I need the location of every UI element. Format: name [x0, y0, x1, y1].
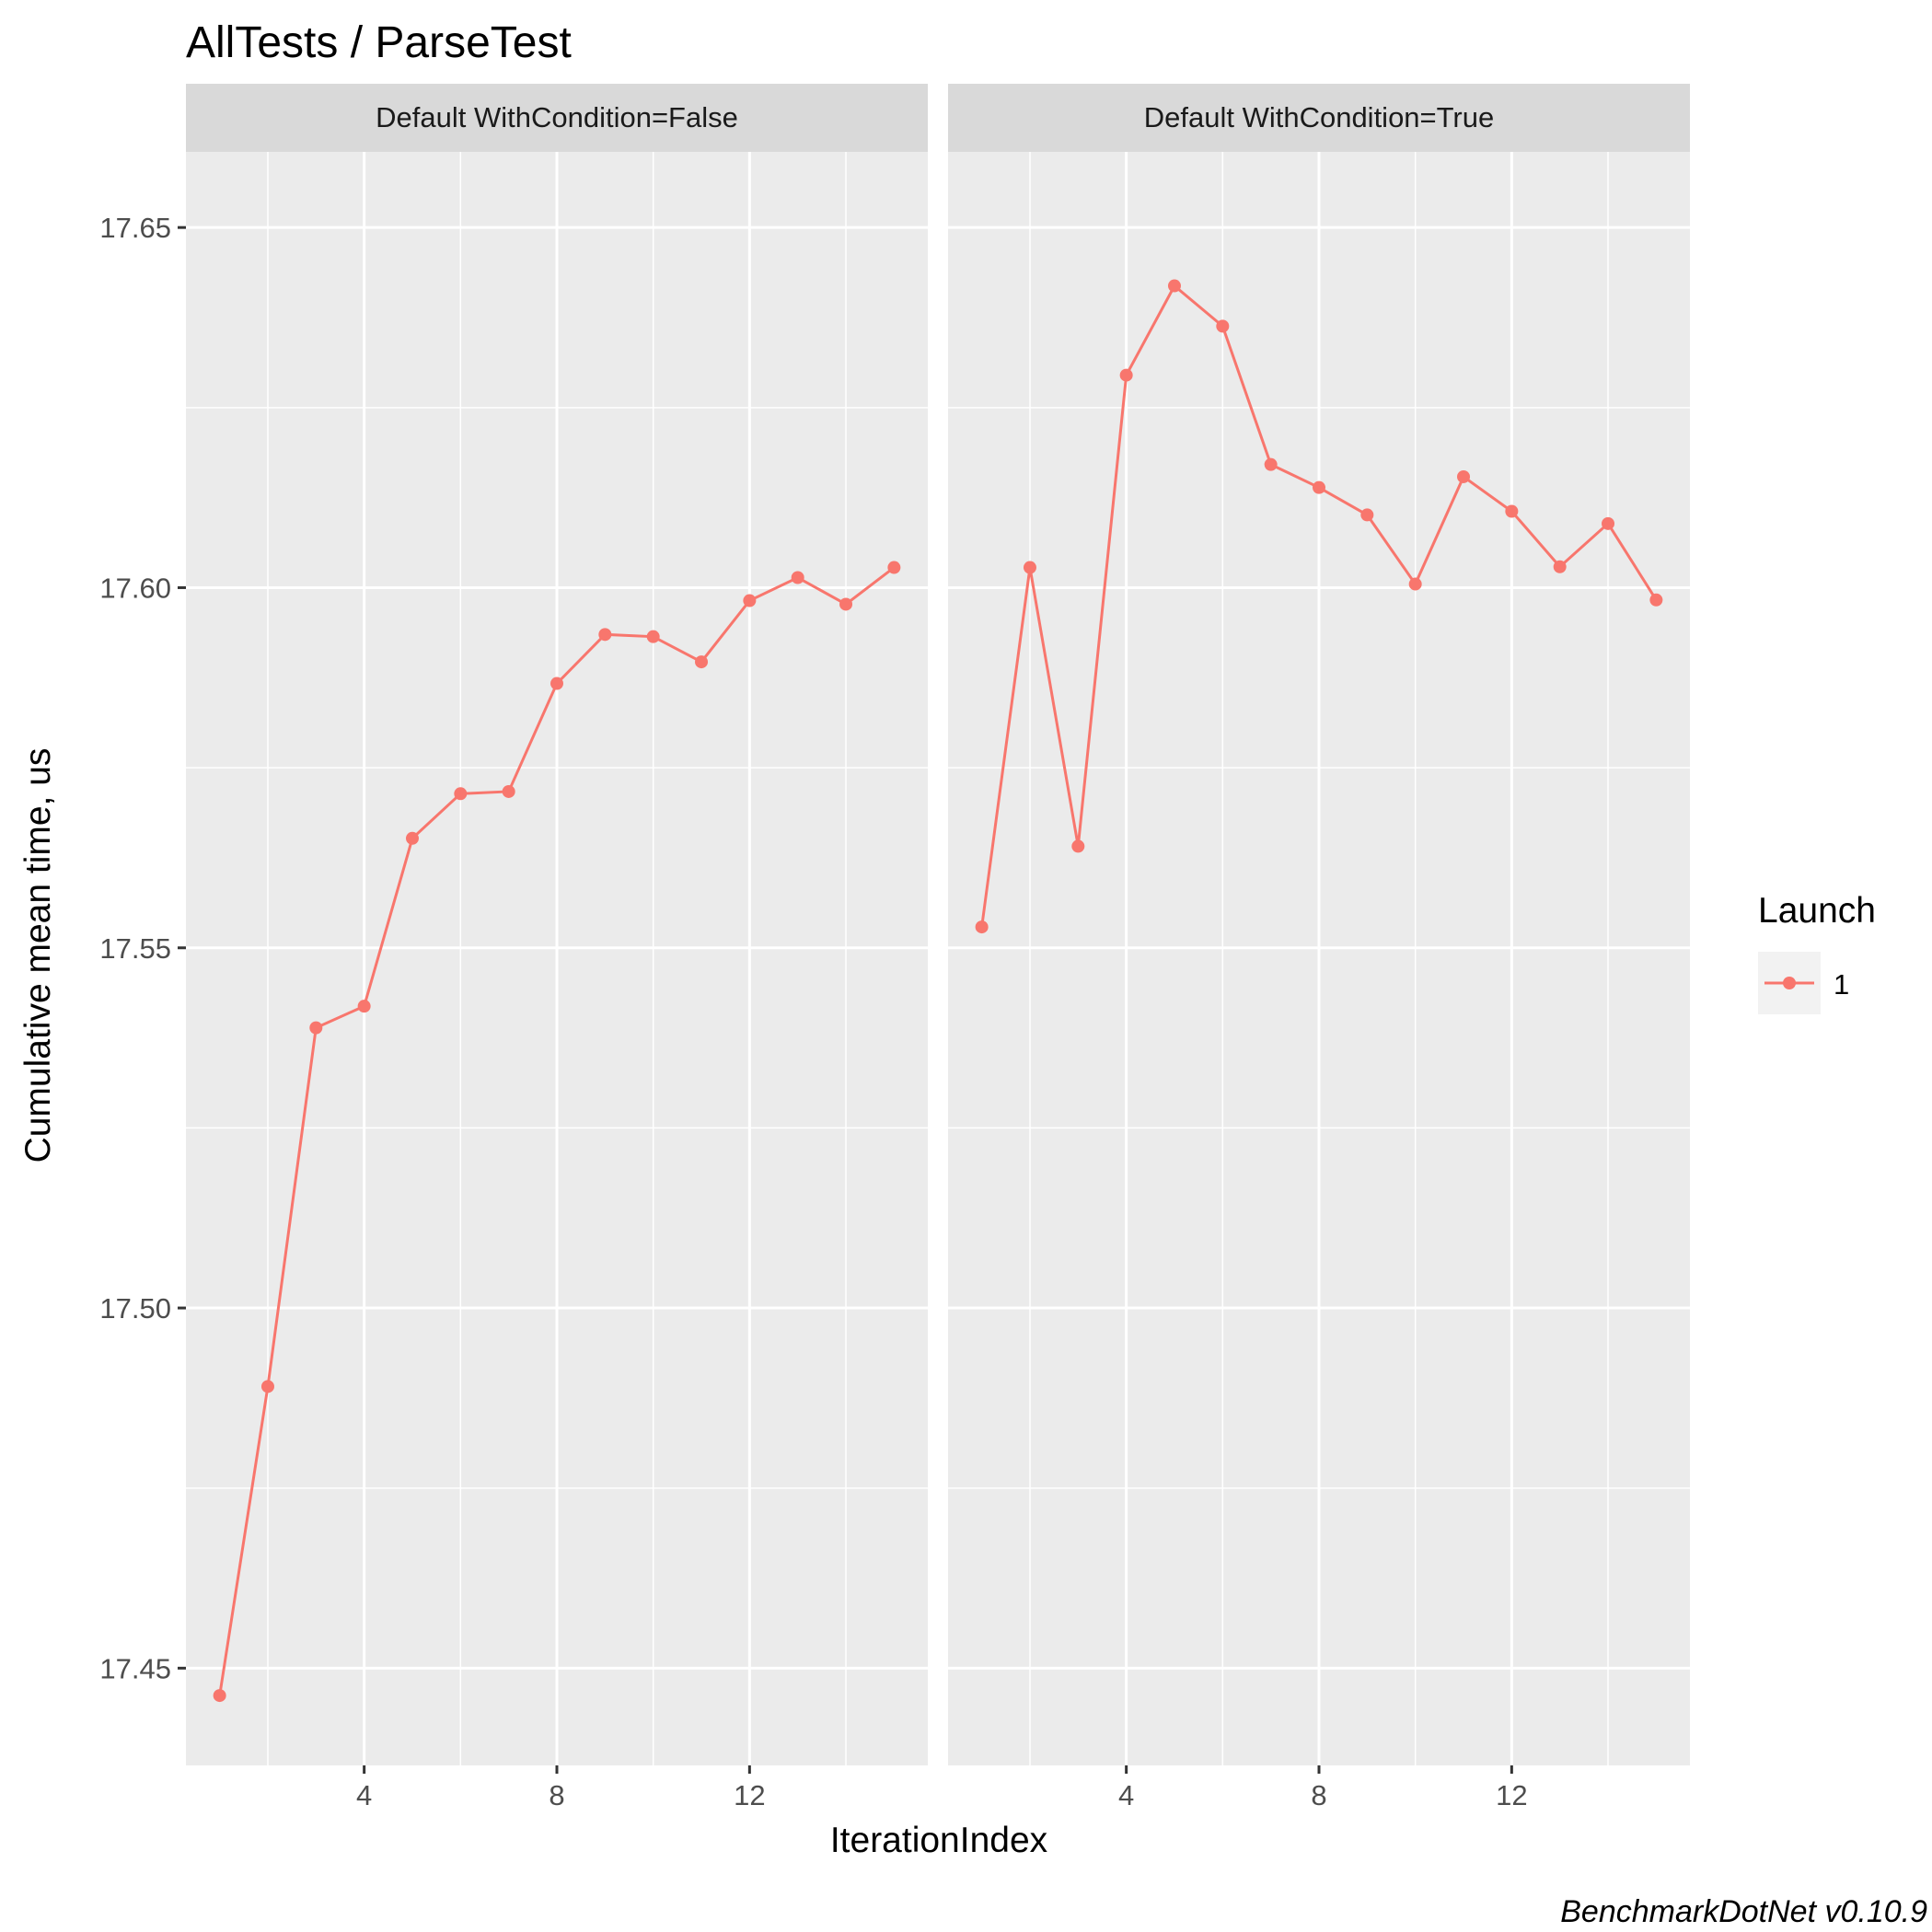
facet-panels: Default WithCondition=False Default WithC… — [186, 84, 1690, 1765]
strip-background — [186, 84, 928, 152]
y-tick-label: 17.50 — [99, 1292, 171, 1325]
data-point — [1457, 469, 1471, 483]
data-point — [695, 655, 709, 669]
legend-entry-label: 1 — [1834, 968, 1849, 1001]
data-point — [743, 594, 757, 607]
data-point — [1602, 516, 1615, 530]
data-point — [1216, 319, 1230, 333]
y-axis-title: Cumulative mean time, us — [18, 748, 58, 1163]
strip-label: Default WithCondition=True — [1144, 101, 1495, 133]
data-point — [646, 630, 660, 643]
y-tick-label: 17.55 — [99, 932, 171, 965]
y-axis: 17.45 17.50 17.55 17.60 17.65 — [99, 212, 186, 1684]
data-point — [598, 628, 612, 642]
data-point — [1119, 368, 1133, 382]
x-tick-label: 4 — [1118, 1779, 1134, 1811]
legend: Launch 1 — [1758, 891, 1876, 1014]
strip-label: Default WithCondition=False — [376, 101, 738, 133]
x-tick-label: 8 — [549, 1779, 564, 1811]
data-point — [1553, 560, 1567, 573]
data-point — [1167, 279, 1181, 293]
data-point — [213, 1689, 226, 1703]
data-point — [550, 677, 563, 690]
data-point — [1360, 508, 1374, 522]
data-point — [1264, 457, 1278, 471]
x-tick-label: 12 — [734, 1779, 765, 1811]
data-point — [1023, 561, 1036, 574]
data-point — [1505, 504, 1519, 518]
strip-background — [948, 84, 1690, 152]
x-axis-title: IterationIndex — [830, 1821, 1048, 1860]
facet-panel-1: Default WithCondition=False — [186, 84, 928, 1765]
data-point — [405, 831, 419, 845]
data-point — [454, 787, 468, 801]
chart-title: AllTests / ParseTest — [186, 18, 572, 67]
data-point — [975, 920, 989, 934]
data-point — [1649, 593, 1663, 607]
x-tick-label: 12 — [1496, 1779, 1527, 1811]
y-tick-label: 17.45 — [99, 1652, 171, 1684]
caption: BenchmarkDotNet v0.10.9 — [1560, 1894, 1927, 1929]
y-tick-label: 17.60 — [99, 572, 171, 604]
data-point — [357, 1000, 371, 1013]
legend-title: Launch — [1758, 891, 1876, 931]
data-point — [887, 561, 901, 574]
legend-key-point — [1783, 977, 1796, 989]
facet-panel-2: Default WithCondition=True — [948, 84, 1690, 1765]
data-point — [309, 1021, 323, 1035]
data-point — [1313, 480, 1325, 494]
x-axes: 4 8 12 4 8 12 — [356, 1765, 1528, 1811]
data-point — [260, 1380, 274, 1394]
data-point — [791, 571, 804, 584]
data-point — [839, 597, 853, 611]
x-tick-label: 4 — [356, 1779, 372, 1811]
data-point — [1408, 577, 1422, 591]
data-point — [502, 784, 515, 798]
y-tick-label: 17.65 — [99, 212, 171, 244]
data-point — [1071, 839, 1085, 853]
x-tick-label: 8 — [1311, 1779, 1326, 1811]
